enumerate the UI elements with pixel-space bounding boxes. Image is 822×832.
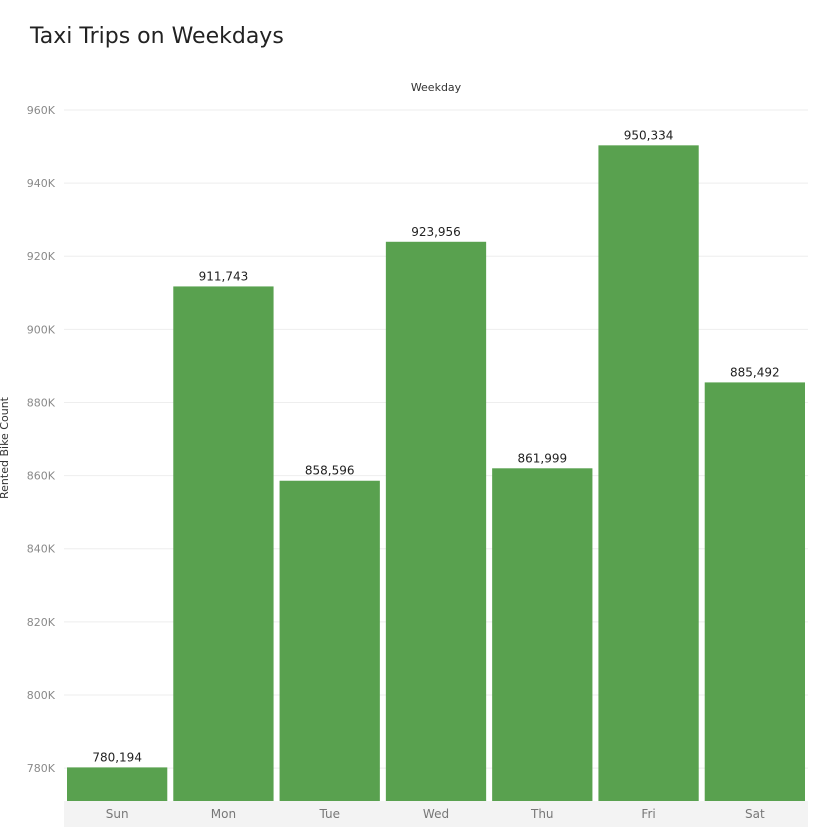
data-label: 911,743 xyxy=(199,269,249,283)
y-tick-label: 900K xyxy=(27,323,56,336)
y-tick-label: 840K xyxy=(27,543,56,556)
bar-tue[interactable] xyxy=(279,480,380,801)
y-tick-label: 960K xyxy=(27,104,56,117)
data-label: 885,492 xyxy=(730,365,780,379)
data-label: 950,334 xyxy=(624,128,674,142)
data-label: 780,194 xyxy=(92,750,142,764)
data-labels: 780,194 911,743 858,596 923,956 861,999 950,3… xyxy=(92,128,779,764)
x-tick-label: Fri xyxy=(641,807,655,821)
bar-thu[interactable] xyxy=(492,468,593,801)
x-axis: Sun Mon Tue Wed Thu Fri Sat xyxy=(106,807,765,821)
x-tick-label: Wed xyxy=(423,807,449,821)
data-label: 858,596 xyxy=(305,464,355,478)
data-label: 861,999 xyxy=(517,451,567,465)
bar-wed[interactable] xyxy=(385,241,487,802)
x-tick-label: Mon xyxy=(211,807,236,821)
y-tick-label: 800K xyxy=(27,689,56,702)
category-band xyxy=(64,801,808,827)
data-label: 923,956 xyxy=(411,225,461,239)
y-axis: 780K 800K 820K 840K 860K 880K 900K 920K 940K 960K xyxy=(27,104,56,775)
bar-mon[interactable] xyxy=(173,286,274,802)
bar-sun[interactable] xyxy=(67,767,168,801)
y-tick-label: 820K xyxy=(27,616,56,629)
category-axis-band xyxy=(64,801,808,827)
y-axis-title: Rented Bike Count xyxy=(0,396,11,499)
y-tick-label: 780K xyxy=(27,762,56,775)
bar-fri[interactable] xyxy=(598,145,699,801)
x-tick-label: Sat xyxy=(745,807,765,821)
y-tick-label: 920K xyxy=(27,250,56,263)
y-tick-label: 860K xyxy=(27,470,56,483)
y-tick-label: 940K xyxy=(27,177,56,190)
x-tick-label: Thu xyxy=(530,807,554,821)
x-tick-label: Tue xyxy=(318,807,340,821)
chart-title: Taxi Trips on Weekdays xyxy=(30,24,284,49)
bar-sat[interactable] xyxy=(704,382,805,801)
y-tick-label: 880K xyxy=(27,396,56,409)
bars xyxy=(67,145,805,802)
column-header: Weekday xyxy=(411,81,462,94)
x-tick-label: Sun xyxy=(106,807,129,821)
